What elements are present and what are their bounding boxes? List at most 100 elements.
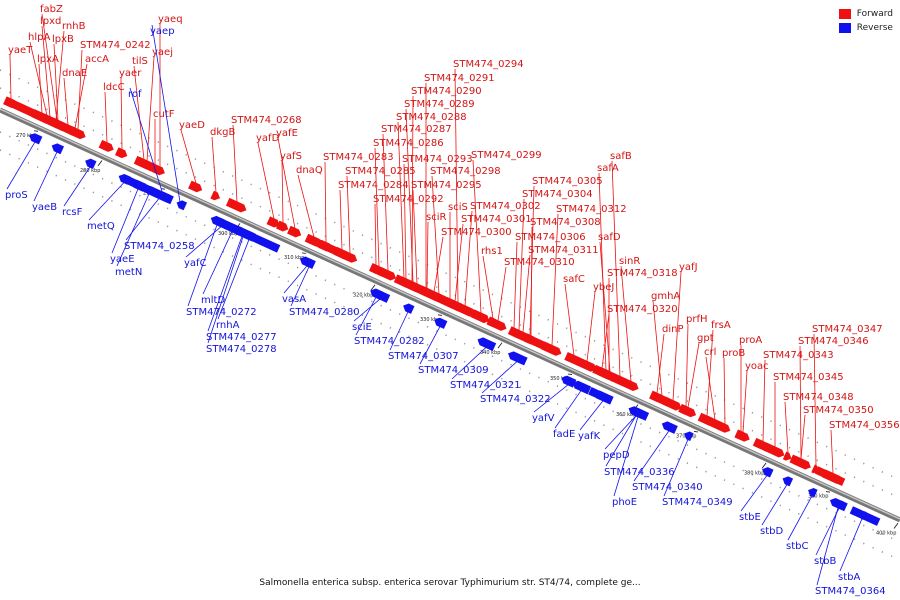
gene-arrow[interactable]	[627, 405, 650, 421]
gene-arrow[interactable]	[560, 374, 577, 388]
gene-label[interactable]: cutF	[153, 109, 175, 120]
gene-label[interactable]: STM474_0272	[186, 307, 257, 318]
gene-label[interactable]: yaer	[119, 68, 142, 79]
gene-label[interactable]: STM474_0299	[471, 150, 542, 161]
gene-arrow[interactable]	[476, 336, 497, 352]
gene-label[interactable]: rof	[128, 89, 142, 100]
gene-label[interactable]: yafD	[256, 133, 280, 144]
gene-label[interactable]: sciS	[448, 202, 468, 213]
gene-label[interactable]: STM474_0292	[373, 194, 444, 205]
gene-label[interactable]: STM474_0300	[441, 227, 512, 238]
gene-label[interactable]: STM474_0288	[396, 112, 467, 123]
gene-label[interactable]: STM474_0345	[773, 372, 844, 383]
gene-label[interactable]: stbC	[786, 541, 808, 552]
gene-arrow[interactable]	[28, 132, 43, 145]
gene-label[interactable]: STM474_0289	[404, 99, 475, 110]
gene-label[interactable]: gmhA	[651, 291, 680, 302]
gene-label[interactable]: STM474_0286	[373, 138, 444, 149]
gene-arrow[interactable]	[761, 466, 774, 478]
gene-label[interactable]: ybeJ	[593, 282, 614, 293]
gene-label[interactable]: hlpA	[28, 32, 50, 43]
gene-label[interactable]: STM474_0282	[354, 336, 425, 347]
gene-label[interactable]: STM474_0308	[530, 217, 601, 228]
gene-label[interactable]: yaeq	[158, 14, 183, 25]
gene-label[interactable]: STM474_0287	[381, 124, 452, 135]
gene-arrow[interactable]	[807, 487, 818, 498]
gene-label[interactable]: metQ	[87, 221, 115, 232]
gene-arrow[interactable]	[287, 225, 302, 239]
gene-label[interactable]: ldcC	[103, 82, 125, 93]
gene-arrow[interactable]	[621, 378, 640, 392]
gene-label[interactable]: STM474_0320	[607, 304, 678, 315]
gene-arrow[interactable]	[486, 316, 499, 328]
gene-label[interactable]: STM474_0258	[124, 241, 195, 252]
gene-label[interactable]: accA	[85, 54, 109, 65]
gene-label[interactable]: metN	[115, 267, 142, 278]
gene-label[interactable]: STM474_0283	[323, 152, 394, 163]
gene-arrow[interactable]	[507, 350, 528, 366]
gene-label[interactable]: yafC	[184, 258, 207, 269]
gene-arrow[interactable]	[792, 456, 809, 469]
gene-label[interactable]: STM474_0350	[803, 405, 874, 416]
gene-label[interactable]: stbA	[838, 572, 860, 583]
gene-label[interactable]: STM474_0322	[480, 394, 551, 405]
gene-label[interactable]: fabZ	[40, 4, 63, 15]
gene-arrow[interactable]	[683, 430, 694, 442]
gene-arrow[interactable]	[98, 139, 115, 153]
gene-label[interactable]: yaej	[152, 47, 173, 58]
gene-arrow[interactable]	[661, 420, 678, 434]
gene-label[interactable]: STM474_0349	[662, 497, 733, 508]
gene-label[interactable]: pepD	[603, 450, 630, 461]
gene-arrow[interactable]	[115, 147, 128, 160]
gene-arrow[interactable]	[188, 180, 203, 194]
gene-label[interactable]: STM474_0347	[812, 324, 883, 335]
gene-label[interactable]: yaeB	[32, 202, 57, 213]
gene-label[interactable]: yaeE	[110, 254, 135, 265]
gene-label[interactable]: yaep	[150, 26, 175, 37]
gene-label[interactable]: dnaE	[62, 68, 87, 79]
gene-label[interactable]: STM474_0346	[798, 336, 869, 347]
gene-label[interactable]: STM474_0285	[345, 166, 416, 177]
gene-arrow[interactable]	[148, 162, 161, 174]
gene-label[interactable]: STM474_0310	[504, 257, 575, 268]
gene-label[interactable]: STM474_0318	[607, 268, 678, 279]
gene-label[interactable]: STM474_0307	[388, 351, 459, 362]
gene-label[interactable]: sciE	[352, 322, 372, 333]
gene-label[interactable]: rhs1	[481, 246, 503, 257]
gene-label[interactable]: crl	[704, 347, 716, 358]
gene-arrow[interactable]	[84, 157, 97, 170]
gene-label[interactable]: phoE	[612, 497, 637, 508]
gene-label[interactable]: tilS	[132, 56, 148, 67]
gene-label[interactable]: STM474_0348	[783, 392, 854, 403]
gene-arrow[interactable]	[266, 216, 281, 229]
gene-arrow[interactable]	[175, 199, 188, 211]
gene-arrow[interactable]	[369, 263, 382, 275]
gene-label[interactable]: lpxd	[40, 16, 61, 27]
gene-label[interactable]: yoac	[745, 361, 769, 372]
gene-label[interactable]: STM474_0278	[206, 344, 277, 355]
gene-label[interactable]: rnhB	[62, 21, 86, 32]
gene-label[interactable]: proS	[5, 190, 28, 201]
gene-label[interactable]: dinP	[662, 324, 684, 335]
gene-arrow[interactable]	[369, 287, 384, 300]
gene-label[interactable]: safD	[598, 232, 621, 243]
gene-label[interactable]: yaeT	[8, 45, 33, 56]
gene-label[interactable]: STM474_0336	[604, 467, 675, 478]
gene-label[interactable]: dkgB	[210, 127, 235, 138]
gene-label[interactable]: STM474_0306	[515, 232, 586, 243]
gene-label[interactable]: safA	[597, 163, 619, 174]
gene-arrow[interactable]	[402, 302, 415, 314]
gene-label[interactable]: STM474_0304	[522, 189, 593, 200]
gene-label[interactable]: dnaQ	[296, 165, 323, 176]
gene-label[interactable]: STM474_0293	[402, 154, 473, 165]
gene-label[interactable]: STM474_0321	[450, 380, 521, 391]
gene-label[interactable]: STM474_0298	[430, 166, 501, 177]
gene-label[interactable]: fadE	[553, 429, 575, 440]
gene-label[interactable]: yafJ	[679, 262, 698, 273]
gene-arrow[interactable]	[210, 190, 222, 202]
gene-label[interactable]: STM474_0311	[528, 245, 599, 256]
gene-arrow[interactable]	[782, 451, 793, 462]
gene-arrow[interactable]	[209, 215, 225, 228]
gene-label[interactable]: STM474_0291	[424, 73, 495, 84]
gene-arrow[interactable]	[592, 364, 612, 379]
